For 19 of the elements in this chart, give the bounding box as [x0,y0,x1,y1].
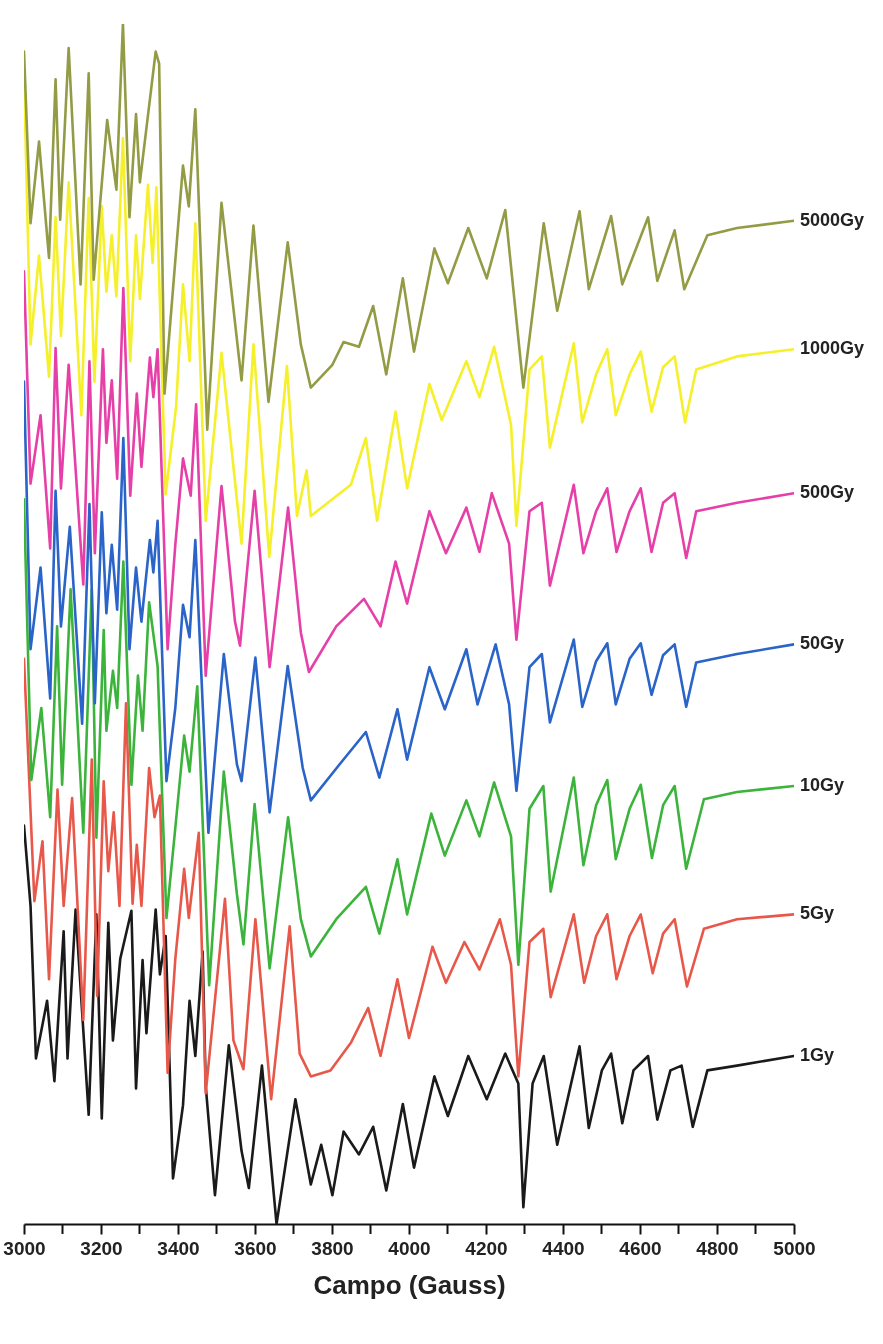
x-tick-label: 4800 [696,1237,739,1259]
series-label: 1Gy [800,1045,835,1065]
series-label: 1000Gy [800,338,865,359]
x-tick-label: 3600 [234,1237,277,1259]
x-tick-label: 4200 [465,1237,508,1259]
x-axis-title: Campo (Gauss) [313,1269,506,1300]
series-label: 500Gy [800,482,855,503]
series-label: 50Gy [800,633,845,654]
x-tick-label: 3200 [80,1237,123,1259]
x-tick-label: 3000 [3,1237,46,1259]
x-tick-label: 5000 [773,1237,816,1259]
x-tick-label: 3400 [157,1237,200,1259]
series-label: 5000Gy [800,209,865,230]
series-label: 5Gy [800,903,835,924]
x-tick-label: 3800 [311,1237,354,1259]
x-tick-label: 4400 [542,1237,585,1259]
series-label: 10Gy [800,775,845,795]
x-tick-label: 4600 [619,1237,662,1259]
x-tick-label: 4000 [388,1237,431,1259]
